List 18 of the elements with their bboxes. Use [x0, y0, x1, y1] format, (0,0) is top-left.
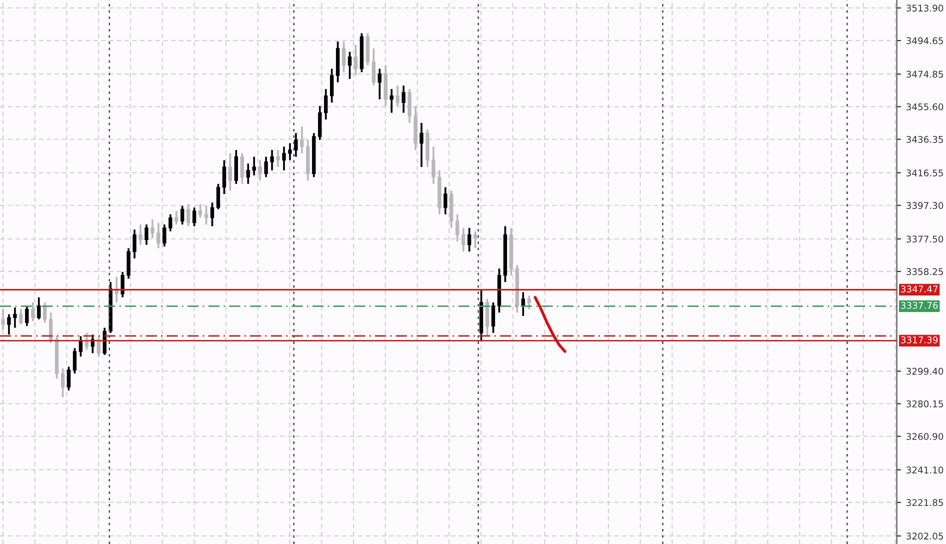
y-tick-label: 3299.40 [906, 368, 944, 375]
y-tick-label: 3221.85 [906, 499, 943, 506]
y-tick-label: 3280.15 [906, 400, 943, 408]
y-tick-label: 3494.65 [906, 37, 943, 44]
ref-line-label: 3347.47 [901, 285, 938, 292]
y-tick-label: 3377.50 [906, 236, 944, 243]
y-tick-label: 3202.05 [906, 532, 943, 540]
y-tick-label: 3416.55 [906, 169, 943, 176]
ref-line-label: 3337.76 [901, 302, 938, 309]
y-tick-label: 3397.30 [906, 202, 944, 209]
y-tick-label: 3474.85 [906, 70, 943, 78]
ref-line-label: 3317.39 [901, 336, 938, 344]
y-tick-label: 3436.35 [906, 136, 943, 143]
y-tick-label: 3241.10 [906, 466, 944, 474]
y-tick-label: 3455.60 [906, 103, 944, 110]
y-tick-label: 3513.90 [906, 4, 944, 12]
y-tick-label: 3260.90 [906, 432, 944, 440]
y-tick-label: 3358.25 [906, 268, 943, 276]
